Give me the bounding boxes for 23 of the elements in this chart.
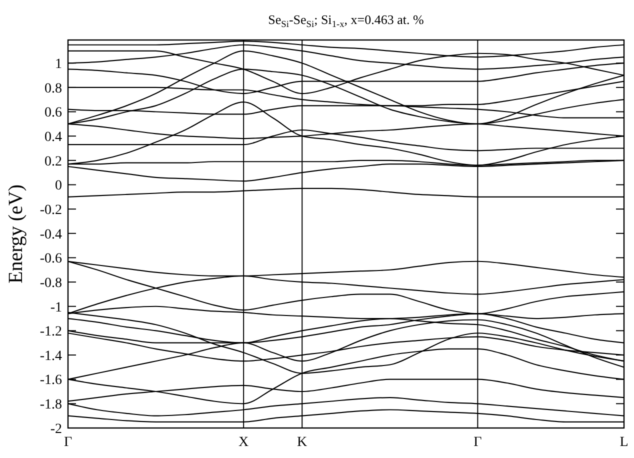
x-tick-label: K xyxy=(297,435,308,450)
y-tick-label: -1.6 xyxy=(40,373,62,388)
y-tick-label: 0 xyxy=(55,178,62,194)
y-tick-label: 0.6 xyxy=(44,106,62,121)
y-tick-label: -1.8 xyxy=(40,398,62,413)
y-tick-label: 1 xyxy=(55,57,62,72)
y-tick-label: -0.8 xyxy=(40,276,62,291)
y-tick-label: -2 xyxy=(50,422,62,437)
x-tick-label: Γ xyxy=(64,435,72,450)
y-tick-label: -0.6 xyxy=(40,252,62,267)
y-tick-label: 0.2 xyxy=(44,154,62,170)
y-tick-label: 0.4 xyxy=(44,130,62,145)
x-tick-label: Γ xyxy=(474,435,482,450)
y-axis-title: Energy (eV) xyxy=(5,184,27,284)
y-tick-label: -1.2 xyxy=(40,324,62,340)
y-tick-label: -1 xyxy=(50,300,62,316)
y-tick-label: -1.4 xyxy=(40,348,62,364)
y-tick-label: -0.2 xyxy=(40,202,62,218)
y-tick-label: -0.4 xyxy=(40,227,62,242)
chart-title: Se$_{Si}$-Se$_{Si}$; Si$_{1-x}$, x=0.463 at. % xyxy=(268,12,424,30)
x-tick-label: L xyxy=(620,435,628,450)
x-tick-label: X xyxy=(238,435,249,450)
y-tick-label: 0.8 xyxy=(44,81,62,96)
